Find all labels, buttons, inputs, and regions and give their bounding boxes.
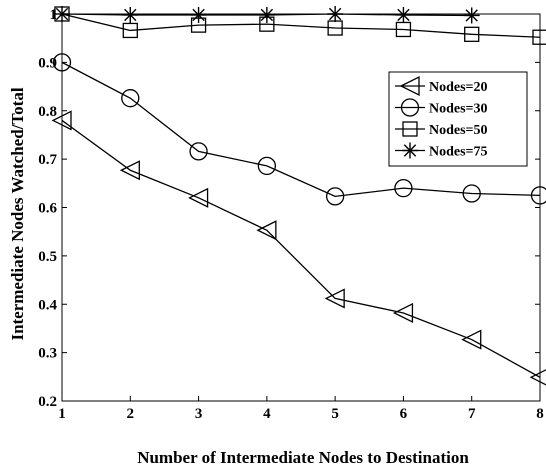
data-point (257, 156, 277, 176)
series-line (61, 13, 541, 38)
data-point (121, 89, 140, 108)
data-point (119, 160, 140, 181)
x-tick-label: 5 (331, 406, 339, 422)
data-point (461, 329, 482, 350)
data-point (122, 22, 138, 39)
y-tick-label: 0.8 (38, 104, 57, 120)
y-tick-label: 1 (50, 7, 58, 23)
x-tick-label: 1 (58, 406, 66, 422)
data-point (189, 142, 208, 161)
x-tick-label: 4 (263, 406, 271, 422)
y-tick-label: 0.5 (38, 249, 57, 265)
data-point (324, 288, 345, 309)
legend-label: Nodes=50 (429, 123, 488, 138)
y-tick-label: 0.6 (38, 201, 57, 217)
x-axis-label: Number of Intermediate Nodes to Destinat… (137, 448, 469, 467)
data-point (325, 187, 345, 206)
series-line (61, 61, 541, 198)
legend-marker (402, 121, 418, 137)
x-tick-label: 3 (195, 406, 203, 422)
x-tick-label: 2 (127, 406, 135, 422)
legend-label: Nodes=30 (429, 102, 488, 117)
y-tick-label: 0.2 (38, 394, 57, 410)
y-axis-label: Intermediate Nodes Watched/Total (8, 87, 27, 340)
data-point (256, 220, 277, 241)
x-tick-label: 6 (400, 406, 408, 422)
x-tick-label: 8 (536, 406, 544, 422)
legend-marker (400, 98, 420, 117)
x-tick-label: 7 (468, 406, 476, 422)
data-point (394, 178, 413, 198)
legend-marker (399, 75, 420, 97)
legend-entry: Nodes=30 (395, 98, 488, 117)
data-point (464, 26, 480, 42)
legend-entry: Nodes=50 (395, 121, 488, 138)
data-point (188, 187, 209, 208)
data-point (462, 184, 481, 203)
legend-label: Nodes=75 (429, 145, 488, 160)
legend-entry: Nodes=75 (395, 142, 488, 160)
y-tick-label: 0.4 (38, 297, 57, 313)
legend-entry: Nodes=20 (395, 75, 488, 97)
legend: Nodes=20 Nodes=30 Nodes=50 Nodes=75 (388, 71, 528, 167)
axes: 1 2 3 4 5 6 7 8 0.2 0.3 0.4 0.5 0.6 0.7 0.8 0.9 1 (38, 7, 544, 422)
y-tick-label: 0.9 (38, 55, 57, 71)
series-line (61, 119, 541, 378)
y-tick-label: 0.3 (38, 346, 57, 362)
data-point (392, 302, 414, 324)
y-tick-label: 0.7 (38, 152, 57, 168)
legend-marker (402, 142, 418, 159)
legend-label: Nodes=20 (429, 80, 488, 95)
